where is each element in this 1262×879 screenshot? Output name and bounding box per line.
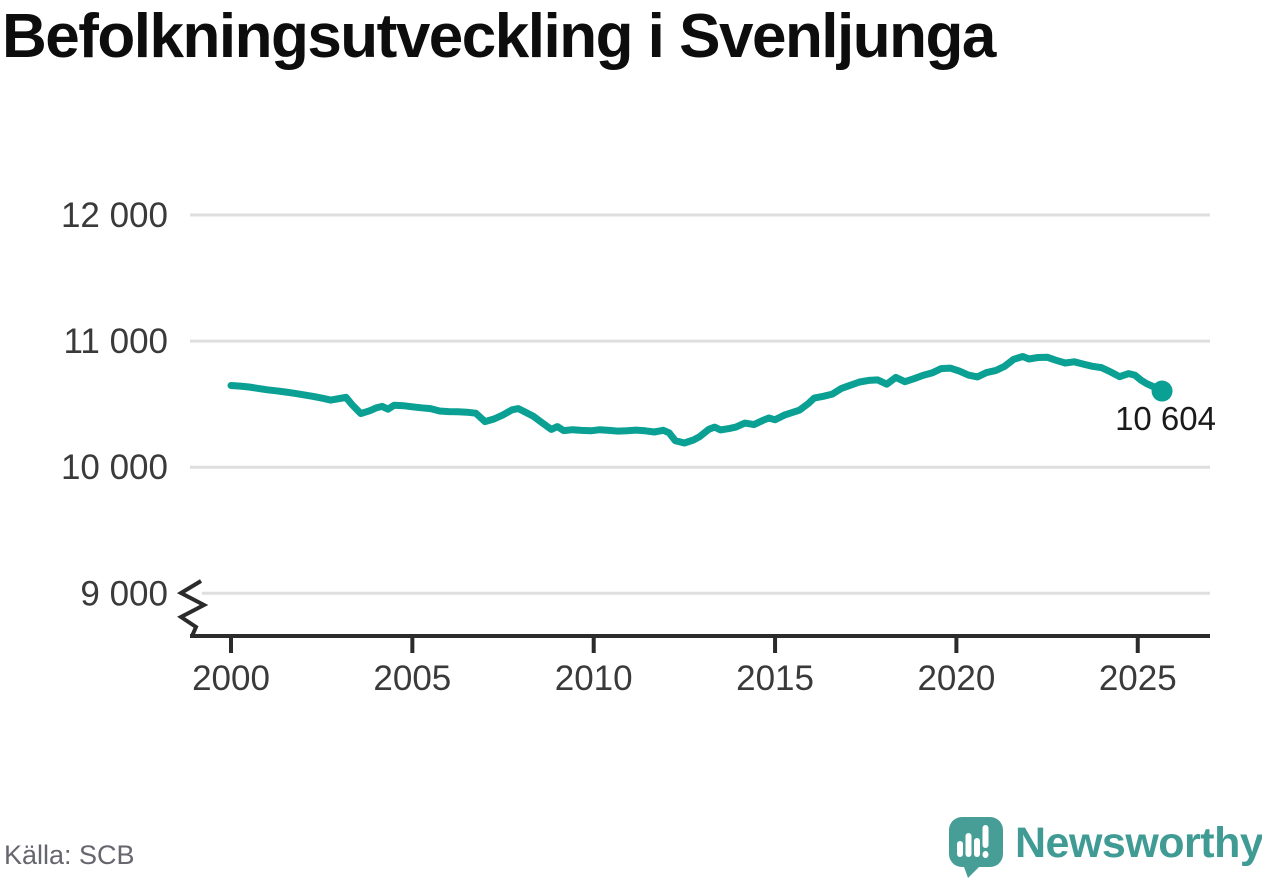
end-value-label: 10 604 — [1115, 400, 1216, 437]
x-tick-label: 2025 — [1099, 659, 1177, 698]
x-tick-label: 2005 — [373, 659, 451, 698]
x-tick-label: 2015 — [736, 659, 814, 698]
x-tick-label: 2020 — [917, 659, 995, 698]
newsworthy-logo-icon — [949, 817, 1003, 878]
y-tick-label: 9 000 — [80, 574, 168, 613]
newsworthy-wordmark: Newsworthy — [1015, 819, 1262, 867]
y-axis-break-icon — [176, 579, 209, 637]
y-tick-label: 10 000 — [61, 448, 168, 487]
chart-title: Befolkningsutveckling i Svenljunga — [2, 2, 996, 71]
source-note: Källa: SCB — [4, 840, 135, 870]
y-tick-label: 12 000 — [61, 196, 168, 235]
x-tick-label: 2010 — [555, 659, 633, 698]
population-series-line — [227, 353, 1166, 447]
x-tick-label: 2000 — [192, 659, 270, 698]
newsworthy-brand: Newsworthy — [949, 815, 1262, 879]
y-tick-label: 11 000 — [64, 322, 168, 361]
end-point-dot — [1151, 380, 1173, 402]
